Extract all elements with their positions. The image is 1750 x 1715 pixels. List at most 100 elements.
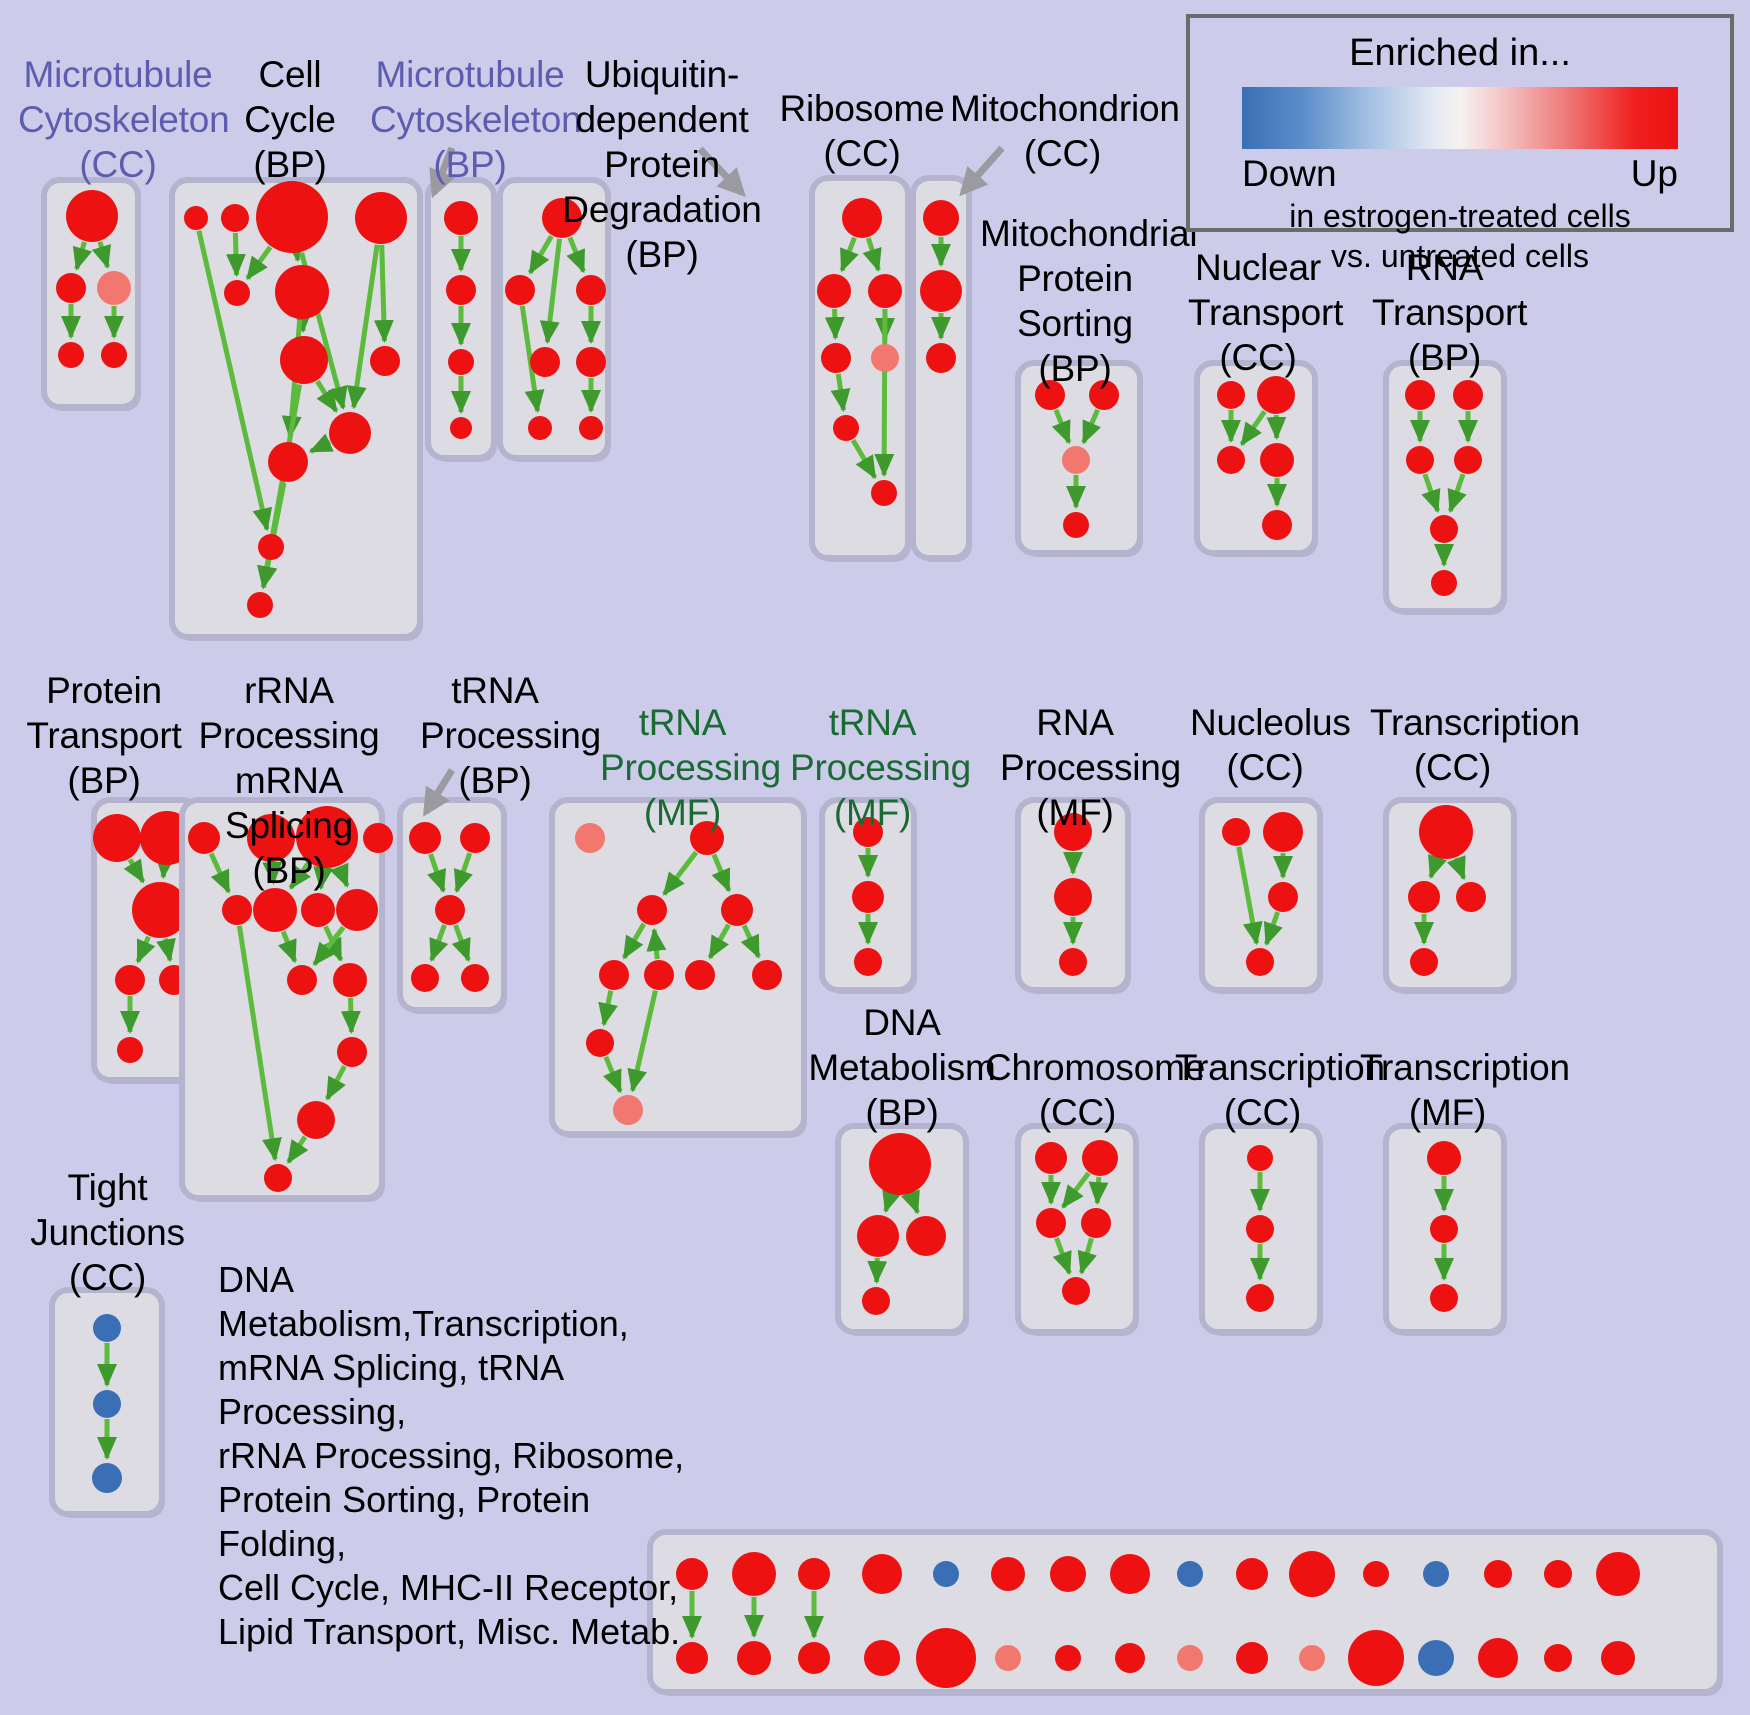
go-term-node[interactable] (66, 190, 118, 242)
go-term-node[interactable] (1596, 1552, 1640, 1596)
go-term-node[interactable] (268, 442, 308, 482)
go-term-node[interactable] (1236, 1642, 1268, 1674)
go-term-node[interactable] (370, 346, 400, 376)
go-term-node[interactable] (1299, 1645, 1325, 1671)
go-term-node[interactable] (1110, 1554, 1150, 1594)
go-term-node[interactable] (1419, 805, 1473, 859)
go-term-node[interactable] (1036, 1208, 1066, 1238)
go-term-node[interactable] (280, 336, 328, 384)
go-term-node[interactable] (817, 274, 851, 308)
go-term-node[interactable] (1348, 1630, 1404, 1686)
go-term-node[interactable] (737, 1641, 771, 1675)
go-term-node[interactable] (222, 895, 252, 925)
go-term-node[interactable] (852, 881, 884, 913)
go-term-node[interactable] (297, 1101, 335, 1139)
go-term-node[interactable] (435, 895, 465, 925)
go-term-node[interactable] (732, 1552, 776, 1596)
go-term-node[interactable] (528, 416, 552, 440)
go-term-node[interactable] (798, 1642, 830, 1674)
go-term-node[interactable] (1062, 446, 1090, 474)
go-term-node[interactable] (336, 889, 378, 931)
go-term-node[interactable] (115, 965, 145, 995)
go-term-node[interactable] (869, 1133, 931, 1195)
go-term-node[interactable] (221, 204, 249, 232)
go-term-node[interactable] (1247, 1145, 1273, 1171)
go-term-node[interactable] (1453, 380, 1483, 410)
go-term-node[interactable] (505, 275, 535, 305)
go-term-node[interactable] (450, 417, 472, 439)
go-term-node[interactable] (868, 274, 902, 308)
go-term-node[interactable] (97, 271, 131, 305)
go-term-node[interactable] (1055, 1645, 1081, 1671)
go-term-node[interactable] (159, 965, 189, 995)
go-term-node[interactable] (1115, 1643, 1145, 1673)
go-term-node[interactable] (530, 347, 560, 377)
go-term-node[interactable] (93, 1390, 121, 1418)
go-term-node[interactable] (446, 275, 476, 305)
go-term-node[interactable] (333, 963, 367, 997)
go-term-node[interactable] (1059, 948, 1087, 976)
go-term-node[interactable] (256, 181, 328, 253)
go-term-node[interactable] (337, 1037, 367, 1067)
go-term-node[interactable] (1236, 1558, 1268, 1590)
go-term-node[interactable] (253, 888, 297, 932)
go-term-node[interactable] (862, 1554, 902, 1594)
go-term-node[interactable] (117, 1037, 143, 1063)
go-term-node[interactable] (93, 1314, 121, 1342)
go-term-node[interactable] (613, 1095, 643, 1125)
go-term-node[interactable] (92, 1463, 122, 1493)
go-term-node[interactable] (576, 347, 606, 377)
go-term-node[interactable] (1222, 818, 1250, 846)
go-term-node[interactable] (576, 275, 606, 305)
go-term-node[interactable] (247, 592, 273, 618)
go-term-node[interactable] (461, 964, 489, 992)
go-term-node[interactable] (1035, 1142, 1067, 1174)
go-term-node[interactable] (264, 1164, 292, 1192)
go-term-node[interactable] (579, 416, 603, 440)
go-term-node[interactable] (1427, 1141, 1461, 1175)
go-term-node[interactable] (1054, 878, 1092, 916)
go-term-node[interactable] (1405, 380, 1435, 410)
go-term-node[interactable] (864, 1640, 900, 1676)
go-term-node[interactable] (871, 344, 899, 372)
go-term-node[interactable] (599, 960, 629, 990)
go-term-node[interactable] (1246, 948, 1274, 976)
go-term-node[interactable] (1423, 1561, 1449, 1587)
go-term-node[interactable] (1484, 1560, 1512, 1588)
go-term-node[interactable] (685, 960, 715, 990)
go-term-node[interactable] (1217, 446, 1245, 474)
go-term-node[interactable] (1082, 1140, 1118, 1176)
go-term-node[interactable] (1062, 1277, 1090, 1305)
go-term-node[interactable] (991, 1557, 1025, 1591)
go-term-node[interactable] (721, 894, 753, 926)
go-term-node[interactable] (184, 206, 208, 230)
go-term-node[interactable] (857, 1215, 899, 1257)
go-term-node[interactable] (821, 343, 851, 373)
go-term-node[interactable] (444, 201, 478, 235)
go-term-node[interactable] (1263, 812, 1303, 852)
go-term-node[interactable] (906, 1216, 946, 1256)
go-term-node[interactable] (1601, 1641, 1635, 1675)
go-term-node[interactable] (101, 342, 127, 368)
go-term-node[interactable] (329, 412, 371, 454)
go-term-node[interactable] (862, 1287, 890, 1315)
go-term-node[interactable] (1544, 1644, 1572, 1672)
go-term-node[interactable] (1408, 881, 1440, 913)
go-term-node[interactable] (355, 192, 407, 244)
go-term-node[interactable] (1363, 1561, 1389, 1587)
go-term-node[interactable] (916, 1628, 976, 1688)
go-term-node[interactable] (637, 895, 667, 925)
go-term-node[interactable] (1217, 381, 1245, 409)
go-term-node[interactable] (1246, 1284, 1274, 1312)
go-term-node[interactable] (1289, 1551, 1335, 1597)
go-term-node[interactable] (1246, 1215, 1274, 1243)
go-term-node[interactable] (1454, 446, 1482, 474)
go-term-node[interactable] (752, 960, 782, 990)
go-term-node[interactable] (287, 965, 317, 995)
go-term-node[interactable] (1177, 1561, 1203, 1587)
go-term-node[interactable] (460, 823, 490, 853)
go-term-node[interactable] (258, 534, 284, 560)
go-term-node[interactable] (1268, 882, 1298, 912)
go-term-node[interactable] (798, 1558, 830, 1590)
go-term-node[interactable] (923, 200, 959, 236)
